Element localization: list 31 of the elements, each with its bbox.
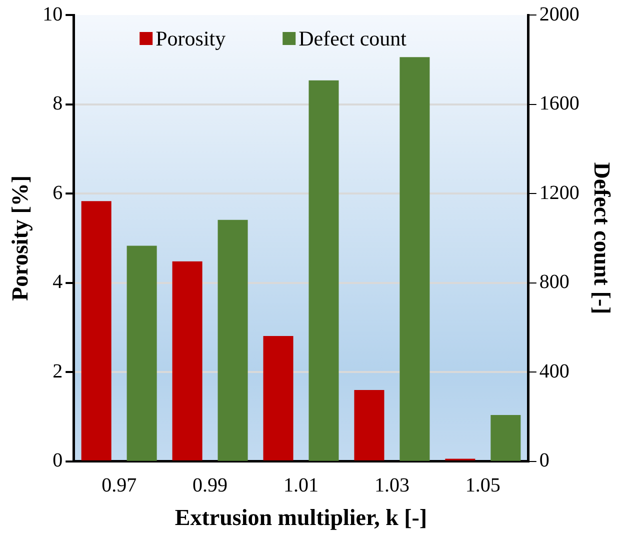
- bar: [354, 390, 384, 460]
- y-tick-label: 10: [42, 3, 63, 26]
- y2-axis-title: Defect count [-]: [589, 162, 614, 314]
- bar: [81, 201, 112, 460]
- y2-tick-label: 2000: [539, 3, 580, 26]
- y2-tick-label: 1600: [539, 92, 580, 115]
- legend-label: Defect count: [298, 26, 407, 51]
- y2-tick-label: 0: [539, 450, 550, 472]
- bar: [172, 261, 202, 460]
- bar: [400, 57, 430, 461]
- x-tick-label: 0.99: [192, 474, 228, 497]
- bar: [218, 220, 248, 461]
- y-tick-label: 0: [52, 450, 63, 472]
- x-tick-label: 0.97: [102, 474, 137, 497]
- bar: [490, 414, 521, 461]
- y-tick-label: 2: [52, 360, 63, 382]
- y-tick-label: 8: [52, 92, 63, 115]
- x-tick-label: 1.03: [374, 474, 410, 497]
- legend-label: Porosity: [156, 26, 226, 51]
- x-axis-title: Extrusion multiplier, k [-]: [174, 505, 428, 530]
- bar: [308, 80, 339, 461]
- y2-tick-label: 400: [539, 360, 570, 382]
- bar: [263, 336, 294, 460]
- y2-tick-label: 1200: [539, 182, 580, 204]
- x-tick-label: 1.01: [284, 474, 318, 497]
- x-tick-label: 1.05: [465, 474, 500, 497]
- y-tick-label: 4: [52, 271, 63, 294]
- bar: [126, 246, 157, 461]
- y-axis-title: Porosity [%]: [8, 175, 33, 301]
- y2-tick-label: 800: [539, 271, 570, 294]
- y-tick-label: 6: [52, 182, 63, 204]
